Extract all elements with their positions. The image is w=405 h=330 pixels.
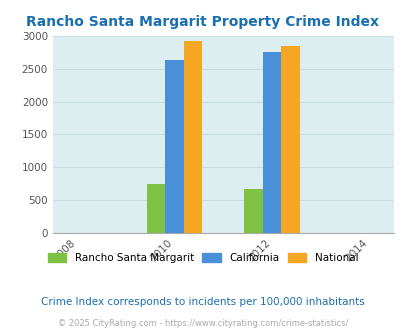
Bar [244, 189, 262, 233]
Bar [281, 46, 299, 233]
Bar [262, 52, 281, 233]
Text: © 2025 CityRating.com - https://www.cityrating.com/crime-statistics/: © 2025 CityRating.com - https://www.city… [58, 319, 347, 328]
Bar [183, 41, 202, 233]
Text: Crime Index corresponds to incidents per 100,000 inhabitants: Crime Index corresponds to incidents per… [41, 297, 364, 307]
Bar [147, 183, 165, 233]
Text: Rancho Santa Margarit Property Crime Index: Rancho Santa Margarit Property Crime Ind… [26, 15, 379, 29]
Legend: Rancho Santa Margarit, California, National: Rancho Santa Margarit, California, Natio… [43, 248, 362, 267]
Bar [165, 60, 183, 233]
